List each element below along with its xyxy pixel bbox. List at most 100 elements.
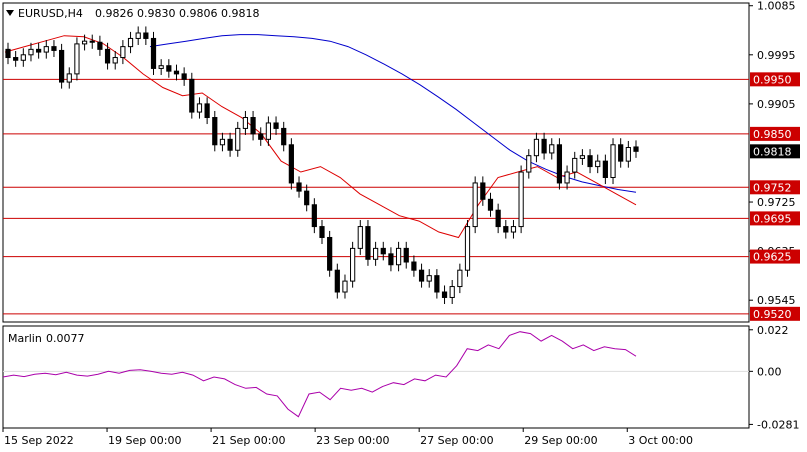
- oscillator-name: Marlin: [8, 332, 42, 345]
- candle-body-12: [97, 41, 103, 50]
- candle-body-22: [173, 70, 180, 75]
- candle-body-68: [526, 155, 532, 173]
- level-label-box-4: [750, 249, 800, 264]
- time-tick-label-2: 21 Sep 00:00: [212, 434, 285, 447]
- candle-body-36: [281, 127, 287, 146]
- time-tick-label-5: 29 Sep 00:00: [524, 434, 597, 447]
- candle-body-69: [533, 138, 540, 157]
- candle-body-11: [89, 40, 95, 43]
- time-axis: 15 Sep 2022 19 Sep 00:00 21 Sep 00:00 23 Se…: [2, 428, 693, 447]
- candle-body-35: [273, 122, 279, 129]
- candle-body-2: [20, 54, 26, 61]
- candle-body-56: [434, 275, 440, 293]
- level-label-0: 0.9950: [753, 73, 792, 86]
- candle-body-63: [487, 198, 494, 211]
- candle-body-34: [265, 122, 271, 140]
- candle-body-70: [541, 138, 547, 154]
- time-tick-label-3: 23 Sep 00:00: [316, 434, 389, 447]
- candle-body-3: [28, 48, 34, 56]
- candle-body-9: [74, 43, 80, 75]
- candle-body-1: [13, 57, 19, 61]
- price-tick-label-5: 0.9545: [757, 294, 796, 307]
- candle-body-43: [334, 269, 340, 293]
- candle-body-52: [403, 247, 409, 263]
- candle-body-42: [327, 236, 333, 271]
- candle-body-78: [602, 160, 608, 178]
- candle-body-76: [587, 155, 593, 168]
- candle-body-7: [59, 49, 65, 83]
- candle-body-82: [633, 146, 639, 152]
- level-label-box-5: [750, 306, 800, 321]
- candle-body-4: [36, 48, 42, 53]
- candle-body-51: [395, 247, 402, 266]
- candle-body-8: [66, 73, 72, 83]
- oscillator-axis: 0.022 0.00 -0.0281: [749, 324, 799, 431]
- candle-body-30: [235, 127, 241, 151]
- candles: [5, 26, 639, 305]
- candle-body-45: [350, 247, 356, 282]
- candle-body-23: [181, 73, 187, 80]
- ma-fast-line: [4, 35, 637, 239]
- candle-body-50: [388, 253, 394, 266]
- candle-body-64: [495, 209, 501, 228]
- level-label-5: 0.9520: [753, 308, 792, 321]
- price-tick-label-0: 1.0085: [757, 0, 796, 13]
- candle-body-80: [618, 144, 624, 162]
- candle-body-58: [449, 286, 455, 298]
- candle-body-33: [258, 133, 264, 140]
- candle-body-53: [411, 261, 417, 271]
- level-label-box-2: [750, 180, 800, 195]
- candle-body-75: [579, 155, 585, 159]
- candle-body-25: [196, 103, 203, 113]
- candle-body-81: [625, 147, 631, 162]
- candle-body-28: [219, 138, 226, 146]
- candle-body-72: [556, 144, 563, 184]
- candle-body-55: [426, 275, 432, 282]
- time-tick-label-0: 15 Sep 2022: [4, 434, 74, 447]
- level-labels: 0.9950 0.9850 0.9752 0.9695 0.9625 0.9520 0.98…: [750, 72, 800, 321]
- candle-body-31: [242, 117, 249, 129]
- oscillator-value: 0.0077: [46, 332, 85, 345]
- dropdown-triangle-icon[interactable]: [6, 10, 14, 16]
- candle-body-59: [457, 269, 463, 288]
- candle-body-21: [166, 65, 172, 72]
- time-tick-label-1: 19 Sep 00:00: [108, 434, 181, 447]
- level-label-2: 0.9752: [753, 181, 792, 194]
- current-price-box: [750, 144, 800, 159]
- level-lines: [3, 78, 749, 315]
- candle-body-0: [5, 48, 11, 59]
- candle-body-6: [51, 46, 57, 51]
- candle-body-18: [143, 32, 149, 39]
- candle-body-24: [189, 78, 195, 113]
- candle-body-79: [610, 144, 616, 178]
- osc-tick-label-2: -0.0281: [757, 418, 799, 431]
- time-tick-label-4: 27 Sep 00:00: [420, 434, 493, 447]
- ohlc-readout: 0.9826 0.9830 0.9806 0.9818: [95, 7, 259, 20]
- candle-body-57: [441, 291, 448, 298]
- candle-body-74: [572, 157, 578, 173]
- level-label-box-0: [750, 72, 800, 87]
- candle-body-14: [112, 57, 118, 64]
- candle-body-16: [127, 37, 134, 48]
- oscillator-line: [2, 331, 637, 418]
- level-label-1: 0.9850: [753, 128, 792, 141]
- candle-body-26: [204, 103, 210, 119]
- osc-tick-label-0: 0.022: [757, 324, 789, 337]
- candle-body-44: [342, 280, 348, 293]
- level-label-3: 0.9695: [753, 212, 792, 225]
- symbol-label: EURUSD,H4: [18, 7, 83, 20]
- candle-body-65: [503, 226, 509, 233]
- candle-body-54: [418, 269, 425, 282]
- candle-body-47: [365, 226, 371, 260]
- osc-tick-label-1: 0.00: [757, 365, 782, 378]
- candle-body-73: [564, 171, 570, 184]
- price-tick-label-3: 0.9725: [757, 196, 796, 209]
- level-label-box-1: [750, 126, 800, 141]
- candle-body-40: [311, 204, 317, 228]
- candle-body-49: [380, 247, 386, 255]
- candle-body-20: [158, 65, 164, 69]
- price-tick-label-1: 0.9995: [757, 49, 796, 62]
- oscillator-panel-frame: [2, 325, 750, 429]
- time-tick-label-6: 3 Oct 00:00: [628, 434, 693, 447]
- moving-averages: [4, 34, 637, 239]
